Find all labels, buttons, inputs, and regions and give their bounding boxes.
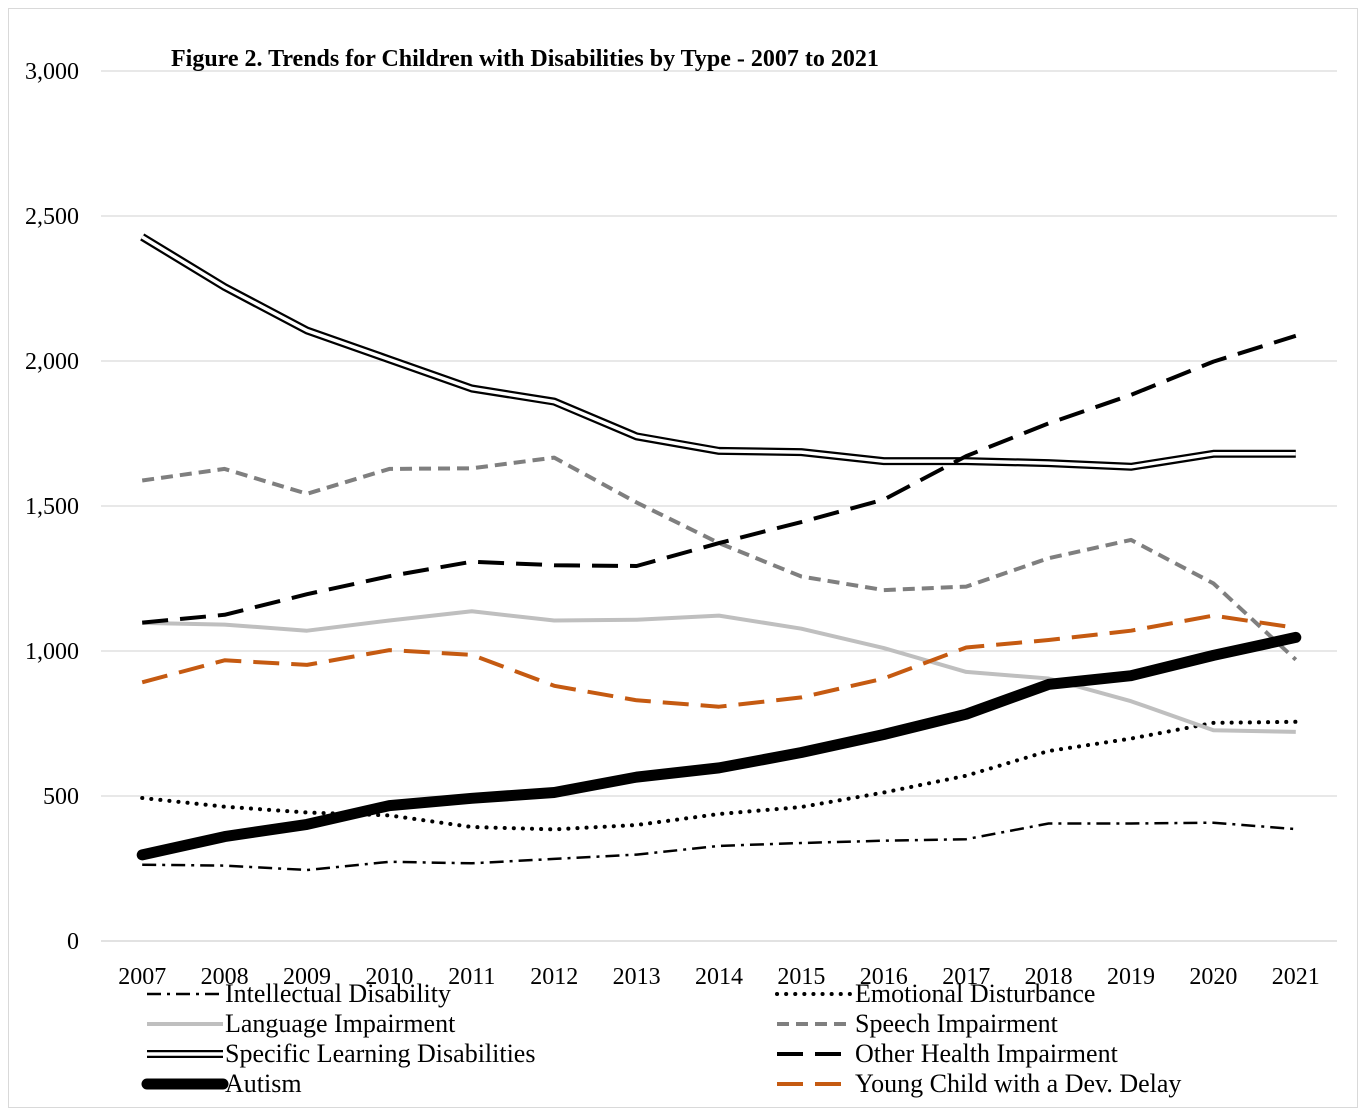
legend-item: Autism: [141, 1069, 302, 1098]
x-tick-label: 2013: [613, 964, 661, 990]
x-tick-label: 2018: [1025, 964, 1073, 990]
x-tick-label: 2016: [860, 964, 908, 990]
legend-label: Young Child with a Dev. Delay: [855, 1069, 1181, 1098]
series-autism: [136, 631, 1302, 861]
legend-item: Other Health Impairment: [777, 1039, 1119, 1068]
legend-label: Autism: [225, 1069, 302, 1098]
y-tick-label: 3,000: [25, 59, 79, 85]
y-tick-label: 0: [67, 929, 79, 955]
x-tick-label: 2011: [448, 964, 495, 990]
series-other-health-impairment: [142, 333, 1297, 625]
series-line: [142, 333, 1297, 625]
y-tick-label: 500: [43, 784, 79, 810]
x-tick-label: 2020: [1189, 964, 1237, 990]
series-line: [136, 631, 1302, 861]
x-tick-label: 2014: [695, 964, 743, 990]
legend-label: Specific Learning Disabilities: [225, 1039, 535, 1068]
series-line: [141, 613, 1297, 709]
series-line: [142, 821, 1296, 872]
series-young-child-with-a-dev-delay: [141, 613, 1297, 709]
x-tick-label: 2017: [942, 964, 990, 990]
legend-item: Emotional Disturbance: [775, 979, 1095, 1008]
series-speech-impairment: [141, 455, 1298, 662]
x-tick-label: 2008: [201, 964, 249, 990]
y-tick-label: 1,000: [25, 639, 79, 665]
legend-item: Speech Impairment: [777, 1009, 1059, 1038]
legend-item: Young Child with a Dev. Delay: [777, 1069, 1181, 1098]
legend-label: Other Health Impairment: [855, 1039, 1119, 1068]
y-tick-label: 2,000: [25, 349, 79, 375]
legend-label: Language Impairment: [225, 1009, 456, 1038]
series-intellectual-disability: [142, 821, 1296, 872]
legend-item: Specific Learning Disabilities: [147, 1039, 535, 1068]
gridlines: [101, 70, 1337, 942]
legend-label: Speech Impairment: [855, 1009, 1059, 1038]
x-tick-label: 2010: [365, 964, 413, 990]
legend-label: Emotional Disturbance: [855, 979, 1095, 1008]
y-tick-label: 1,500: [25, 494, 79, 520]
series-language-impairment: [142, 609, 1296, 734]
legend-item: Intellectual Disability: [147, 979, 451, 1008]
legend-item: Language Impairment: [147, 1009, 456, 1038]
chart-frame: 0 500 1,000 1,500 2,000 2,500 3,000 2007 2008 20…: [8, 8, 1358, 1108]
series-line: [141, 235, 1296, 469]
series-line: [141, 455, 1298, 662]
x-axis: 2007 2008 2009 2010 2011 2012 2013 2014 2015 2016…: [118, 964, 1320, 990]
legend: Intellectual Disability Emotional Disturb…: [141, 979, 1181, 1098]
x-tick-label: 2007: [118, 964, 166, 990]
y-tick-label: 2,500: [25, 204, 79, 230]
series-lines: [136, 233, 1302, 872]
y-axis: 0 500 1,000 1,500 2,000 2,500 3,000: [25, 59, 79, 955]
x-tick-label: 2012: [530, 964, 578, 990]
series-emotional-disturbance: [140, 719, 1298, 832]
chart-title: Figure 2. Trends for Children with Disab…: [171, 46, 879, 72]
x-tick-label: 2019: [1107, 964, 1155, 990]
series-line: [140, 719, 1298, 832]
series-specific-learning-disabilities: [140, 233, 1296, 471]
x-tick-label: 2009: [283, 964, 331, 990]
series-line: [142, 609, 1296, 734]
series-line: [140, 233, 1296, 471]
legend-label: Intellectual Disability: [225, 979, 451, 1008]
x-tick-label: 2021: [1272, 964, 1320, 990]
x-tick-label: 2015: [777, 964, 825, 990]
